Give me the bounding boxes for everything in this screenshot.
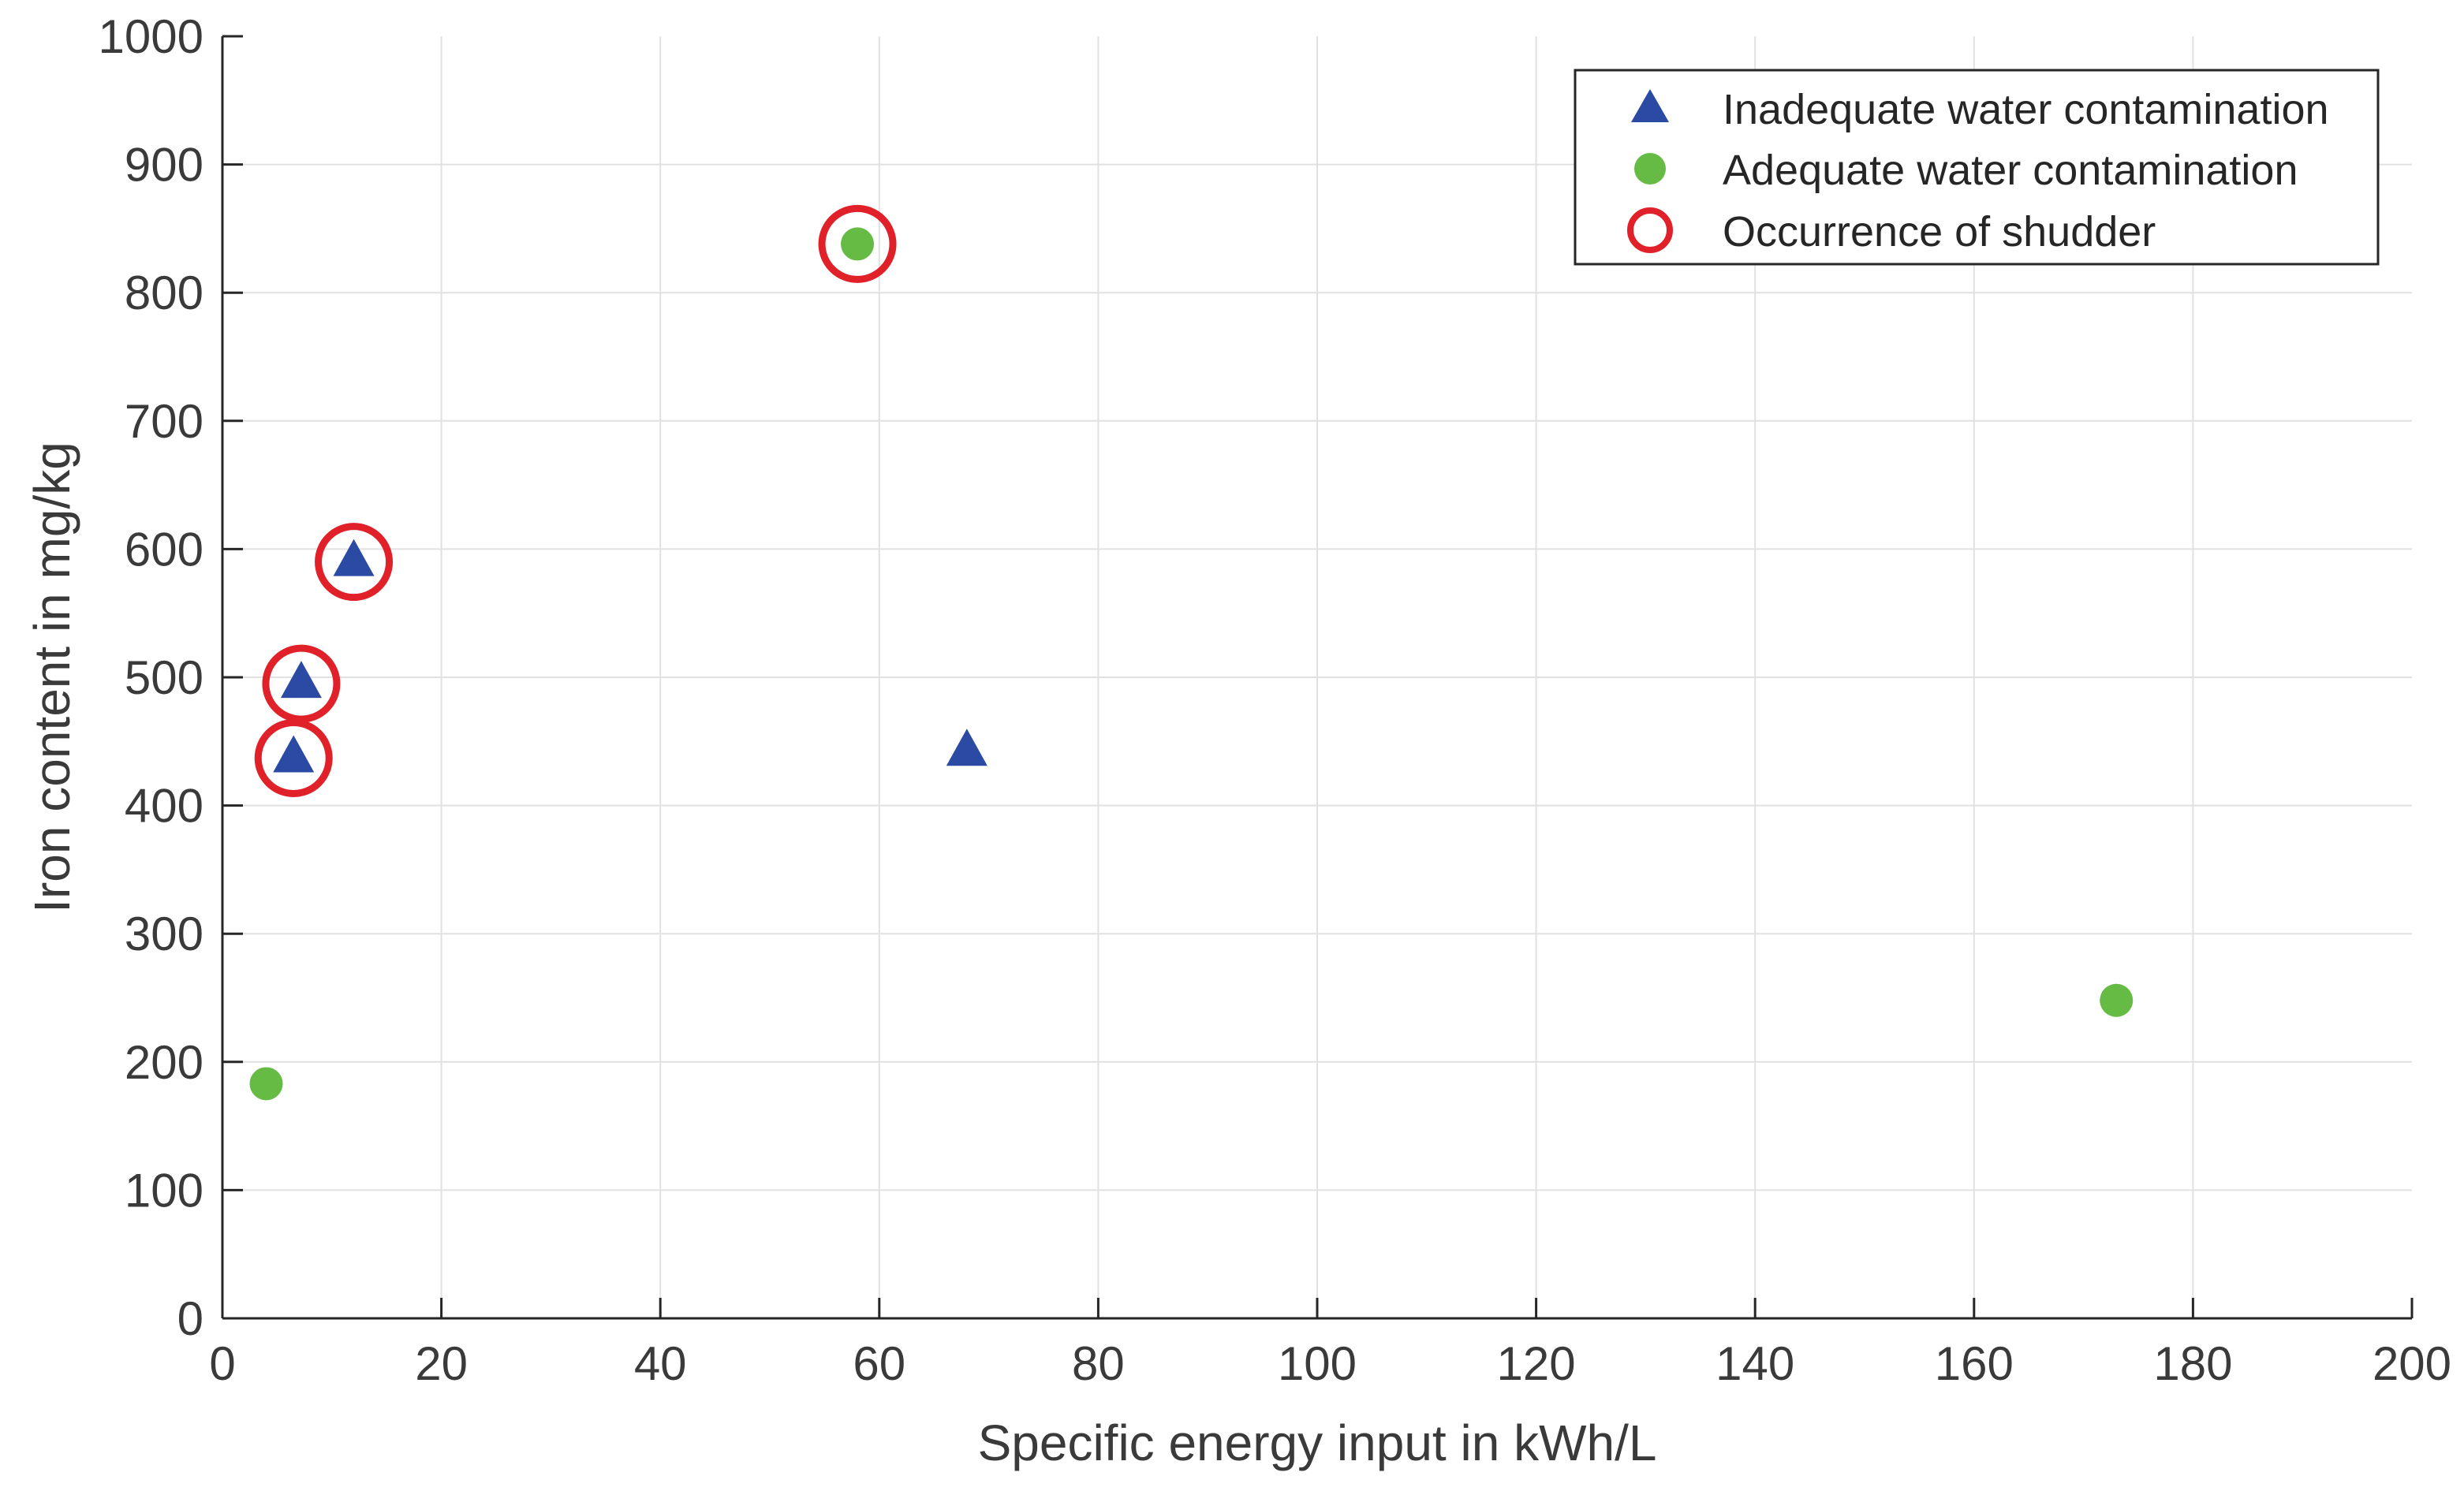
y-tick-label: 300 (125, 908, 203, 960)
legend-ring-marker (1627, 207, 1673, 253)
adequate-point-circle (249, 1067, 283, 1101)
y-tick-label: 200 (125, 1036, 203, 1089)
shudder-ring (818, 204, 897, 283)
legend: Inadequate water contamination Adequate … (1574, 69, 2380, 266)
y-tick-label: 500 (125, 651, 203, 704)
x-tick-labels: 0 20 40 60 80 100 120 140 160 180 200 (209, 1337, 2451, 1390)
y-axis-title: Iron content in mg/kg (24, 442, 80, 913)
x-tick-label: 160 (1935, 1337, 2014, 1390)
y-tick-label: 700 (125, 395, 203, 448)
legend-label-adequate: Adequate water contamination (1723, 147, 2298, 194)
x-tick-label: 40 (634, 1337, 687, 1390)
y-tick-label: 0 (177, 1292, 203, 1345)
axes (221, 35, 2414, 1320)
x-tick-label: 120 (1497, 1337, 1576, 1390)
x-tick-label: 140 (1715, 1337, 1794, 1390)
adequate-point-circle (841, 227, 875, 261)
x-axis-title: Specific energy input in kWh/L (978, 1415, 1657, 1471)
adequate-point-circle (2100, 983, 2134, 1017)
y-tick-labels: 0 100 200 300 400 500 600 700 800 900 1000 (99, 10, 203, 1345)
shudder-ring (254, 718, 333, 797)
data-marks (249, 204, 2134, 1101)
x-tick-label: 80 (1072, 1337, 1125, 1390)
x-tick-label: 200 (2373, 1337, 2451, 1390)
legend-circle-marker (1634, 153, 1666, 185)
inadequate-point-triangle (273, 735, 315, 773)
y-tick-label: 400 (125, 780, 203, 833)
shudder-ring (315, 523, 394, 602)
y-tick-label: 600 (125, 523, 203, 576)
x-tick-label: 20 (415, 1337, 468, 1390)
x-tick-label: 100 (1278, 1337, 1357, 1390)
y-tick-label: 100 (125, 1164, 203, 1217)
x-tick-label: 0 (209, 1337, 235, 1390)
legend-label-inadequate: Inadequate water contamination (1723, 86, 2329, 133)
y-tick-label: 900 (125, 139, 203, 192)
legend-box (1574, 69, 2380, 266)
x-tick-label: 180 (2153, 1337, 2232, 1390)
legend-triangle-marker (1631, 89, 1669, 122)
inadequate-point-triangle (280, 661, 322, 699)
legend-label-shudder: Occurrence of shudder (1723, 208, 2156, 255)
inadequate-point-triangle (946, 729, 987, 766)
shudder-ring (262, 644, 341, 723)
x-tick-label: 60 (853, 1337, 905, 1390)
y-tick-label: 800 (125, 267, 203, 319)
inadequate-point-triangle (333, 539, 375, 576)
y-tick-label: 1000 (99, 10, 203, 63)
